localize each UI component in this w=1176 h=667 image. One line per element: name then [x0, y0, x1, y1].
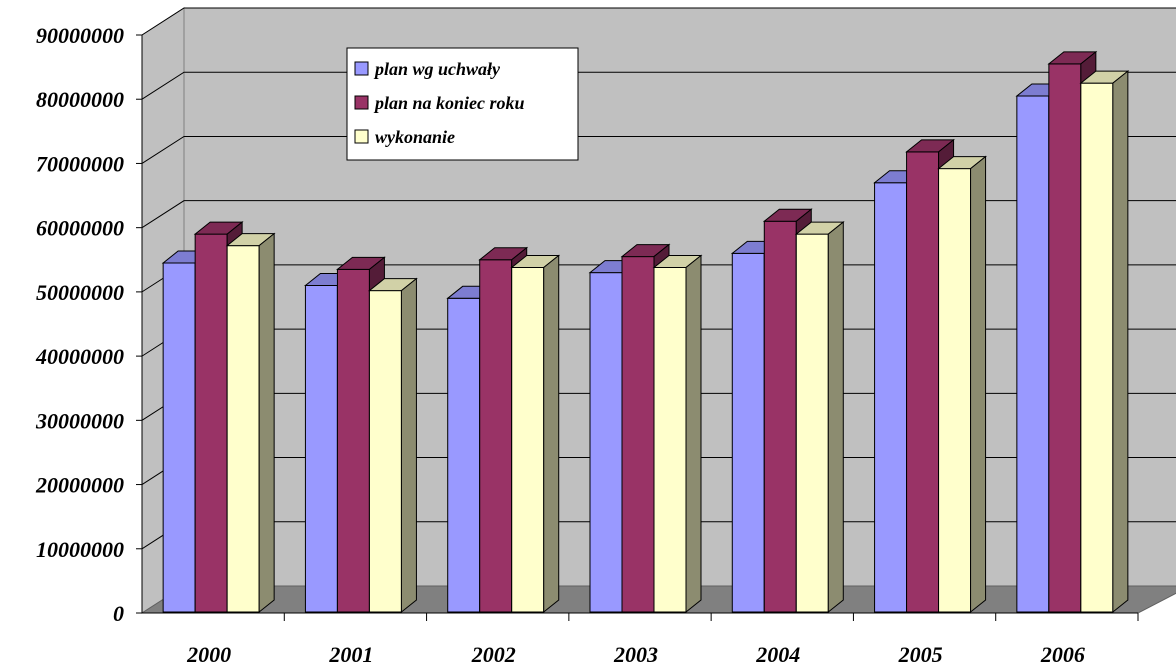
bar-side: [1112, 70, 1129, 614]
y-tick-label: 60000000: [36, 216, 124, 241]
x-tick-labels: 2000 2001 2002 2003 2004 2005 2006: [186, 642, 1085, 667]
bar-front: [589, 272, 623, 613]
bar-front: [511, 266, 545, 613]
legend-label: plan wg uchwały: [373, 59, 501, 79]
bar-front: [906, 151, 940, 613]
bars: [161, 50, 1130, 614]
bar: [1079, 70, 1130, 614]
x-tick-label: 2000: [186, 642, 231, 667]
x-tick-label: 2002: [471, 642, 516, 667]
legend-swatch: [354, 61, 369, 76]
bar-front: [795, 233, 829, 613]
bar: [794, 221, 845, 614]
y-tick-label: 30000000: [35, 408, 124, 433]
bar-front: [763, 220, 797, 613]
bar-side: [543, 254, 560, 614]
legend-swatch: [354, 95, 369, 110]
y-tick-label: 20000000: [35, 473, 124, 498]
bar-front: [731, 252, 765, 613]
gridline: [141, 7, 1176, 36]
x-tick-label: 2005: [898, 642, 943, 667]
bar-front: [368, 290, 402, 613]
x-tick-label: 2004: [755, 642, 800, 667]
legend-box: [346, 47, 579, 161]
bar-front: [938, 168, 972, 613]
bar: [652, 254, 703, 614]
bar-front: [1080, 82, 1114, 613]
bar: [225, 232, 276, 614]
y-tick-label: 10000000: [36, 537, 124, 562]
bar: [510, 254, 561, 614]
bar-side: [827, 221, 844, 614]
x-tick-label: 2001: [328, 642, 373, 667]
bar-front: [479, 259, 513, 613]
legend-swatch: [354, 129, 369, 144]
y-tick-label: 90000000: [36, 23, 124, 48]
legend-label: wykonanie: [375, 127, 455, 147]
y-tick-label: 50000000: [36, 280, 124, 305]
bar-side: [400, 277, 417, 614]
bar-side: [970, 155, 987, 614]
bar-front: [162, 262, 196, 613]
gridline: [141, 71, 1176, 100]
y-tick-labels: 0 10000000 20000000 30000000 40000000 5000000…: [35, 23, 124, 626]
bar-front: [336, 268, 370, 613]
y-tick-label: 70000000: [36, 151, 124, 176]
gridline: [141, 135, 1176, 164]
bar: [937, 155, 987, 614]
bar-front: [653, 266, 687, 613]
axes: [136, 34, 1139, 621]
bar-front: [1016, 95, 1050, 613]
bar: [368, 277, 418, 614]
y-tick-label: 40000000: [35, 344, 124, 369]
bar-front: [304, 284, 338, 613]
bar-front: [621, 256, 655, 613]
bar-side: [685, 254, 702, 614]
legend: plan wg uchwały plan na koniec roku wykona…: [346, 47, 579, 161]
y-tick-label: 80000000: [36, 87, 124, 112]
bar-side: [258, 232, 275, 614]
bar-front: [447, 297, 481, 613]
bar-front: [1048, 63, 1082, 613]
bar-front: [194, 233, 228, 613]
bar: [905, 138, 955, 614]
x-tick-label: 2003: [613, 642, 658, 667]
gridline: [141, 200, 1176, 229]
bar-front: [874, 182, 908, 613]
x-tick-label: 2006: [1040, 642, 1085, 667]
y-tick-label: 0: [113, 601, 124, 626]
legend-label: plan na koniec roku: [373, 93, 525, 113]
bar-front: [226, 245, 260, 613]
